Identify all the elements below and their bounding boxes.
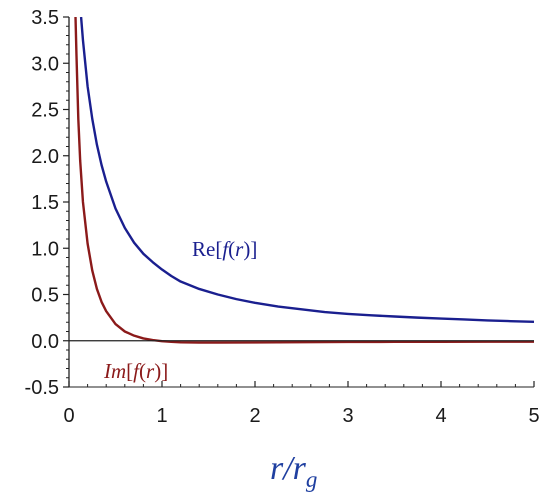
series-lines bbox=[74, 17, 534, 344]
series-line-im bbox=[74, 17, 534, 344]
x-tick-label: 2 bbox=[249, 405, 260, 427]
ticks: -0.5 0.0 0.5 1.0 1.5 2.0 2.5 3.0 3.5 0 1 2 3 4 5 bbox=[25, 7, 540, 427]
x-tick-label: 3 bbox=[342, 405, 353, 427]
x-axis-title: r/rg bbox=[270, 450, 317, 492]
y-tick-label: 3.5 bbox=[31, 7, 59, 29]
y-tick-label: 1.5 bbox=[31, 192, 59, 214]
y-tick-label: 2.5 bbox=[31, 100, 59, 122]
x-tick-label: 1 bbox=[156, 405, 167, 427]
axes bbox=[68, 17, 534, 387]
y-tick-label: 0.5 bbox=[31, 285, 59, 307]
series-label-im: Im[f(r)] bbox=[103, 359, 168, 383]
x-tick-label: 5 bbox=[528, 405, 539, 427]
x-tick-label: 4 bbox=[435, 405, 446, 427]
y-tick-label: 0.0 bbox=[31, 331, 59, 353]
y-tick-label: 2.0 bbox=[31, 146, 59, 168]
series-line-re bbox=[79, 17, 534, 323]
series-label-re: Re[f(r)] bbox=[192, 237, 257, 261]
y-tick-label: -0.5 bbox=[25, 377, 59, 399]
x-tick-label: 0 bbox=[63, 405, 74, 427]
y-tick-label: 1.0 bbox=[31, 238, 59, 260]
y-tick-label: 3.0 bbox=[31, 53, 59, 75]
